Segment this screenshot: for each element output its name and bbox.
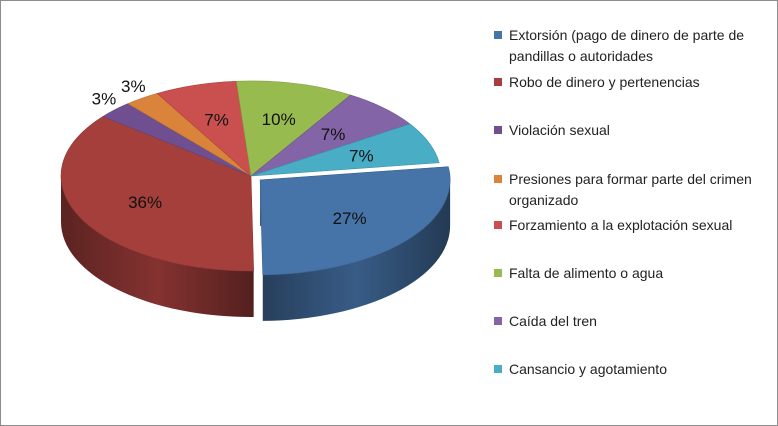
legend-item: Violación sexual	[494, 120, 774, 141]
legend-label: Falta de alimento o agua	[509, 265, 664, 281]
legend-swatch	[494, 78, 502, 86]
legend-item: Cansancio y agotamiento	[494, 359, 774, 380]
legend-label: Cansancio y agotamiento	[509, 361, 667, 377]
legend-swatch	[494, 317, 502, 325]
legend-swatch	[494, 175, 502, 183]
legend-swatch	[494, 269, 502, 277]
legend-item: Forzamiento a la explotación sexual	[494, 215, 774, 236]
data-label-1: 36%	[128, 193, 162, 212]
data-label-6: 7%	[321, 125, 346, 144]
data-label-7: 7%	[349, 146, 374, 165]
legend-item: Robo de dinero y pertenencias	[494, 72, 774, 93]
pie-slice-0	[259, 166, 451, 276]
legend-label: Presiones para formar parte del crimen o…	[509, 171, 752, 208]
data-label-2: 3%	[92, 90, 117, 109]
legend-label: Extorsión (pago de dinero de parte de pa…	[509, 27, 745, 64]
legend-swatch	[494, 31, 502, 39]
legend-item: Caída del tren	[494, 311, 774, 332]
legend-label: Robo de dinero y pertenencias	[509, 74, 700, 90]
legend-swatch	[494, 365, 502, 373]
legend-swatch	[494, 221, 502, 229]
legend-item: Extorsión (pago de dinero de parte de pa…	[494, 25, 774, 67]
data-label-5: 10%	[262, 110, 296, 129]
slice-side-1	[61, 176, 254, 318]
data-label-0: 27%	[333, 209, 367, 228]
legend-label: Caída del tren	[509, 313, 597, 329]
pie-slice-1	[60, 116, 254, 272]
legend-item: Falta de alimento o agua	[494, 263, 774, 284]
legend-swatch	[494, 126, 502, 134]
data-label-3: 3%	[121, 77, 146, 96]
legend-label: Violación sexual	[509, 122, 610, 138]
pie-slice-7	[250, 123, 440, 177]
pie-slice-5	[236, 80, 352, 177]
legend-label: Forzamiento a la explotación sexual	[509, 217, 733, 233]
pie-chart: 27%36%3%3%7% 10%7%7%	[60, 77, 451, 321]
slice-side-0	[262, 179, 451, 321]
legend-item: Presiones para formar parte del crimen o…	[494, 169, 774, 211]
data-label-4: 7%	[204, 111, 229, 130]
